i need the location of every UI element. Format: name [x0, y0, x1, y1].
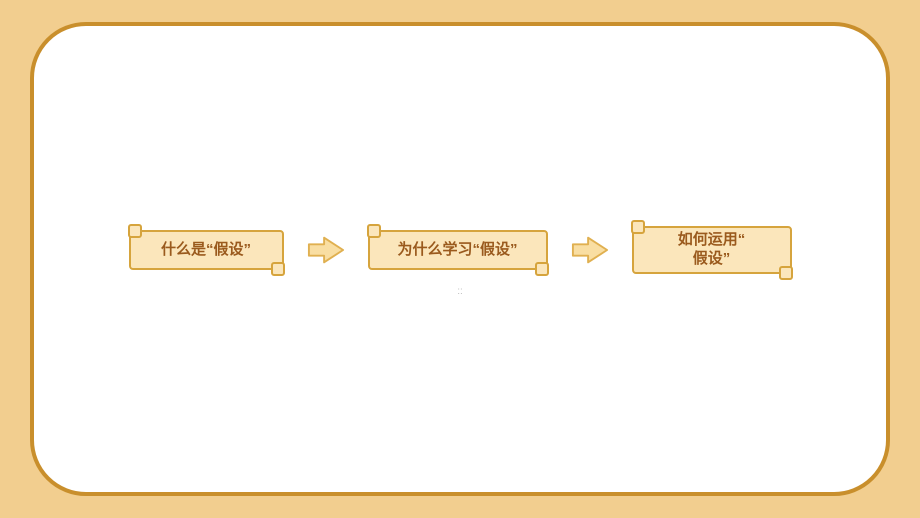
node-what-label: 什么是“假设” [161, 241, 251, 260]
node-how-label: 如何运用“假设” [678, 231, 746, 269]
node-why-label: 为什么学习“假设” [397, 241, 517, 260]
arrow-1 [304, 228, 348, 272]
node-why: 为什么学习“假设” [368, 230, 548, 270]
slide-canvas: 什么是“假设” 为什么学习“假设” 如何运用“假设” [0, 0, 920, 518]
content-panel: 什么是“假设” 为什么学习“假设” 如何运用“假设” [30, 22, 890, 496]
scroll-curl-right-icon [535, 262, 549, 276]
node-what: 什么是“假设” [129, 230, 284, 270]
arrow-right-icon [571, 235, 609, 265]
flow-row: 什么是“假设” 为什么学习“假设” 如何运用“假设” [34, 226, 886, 274]
decorative-mark: :: [457, 286, 463, 297]
arrow-2 [568, 228, 612, 272]
node-how: 如何运用“假设” [632, 226, 792, 274]
scroll-curl-right-icon [779, 266, 793, 280]
scroll-curl-left-icon [631, 220, 645, 234]
scroll-curl-left-icon [128, 224, 142, 238]
scroll-curl-right-icon [271, 262, 285, 276]
arrow-right-icon [307, 235, 345, 265]
scroll-curl-left-icon [367, 224, 381, 238]
